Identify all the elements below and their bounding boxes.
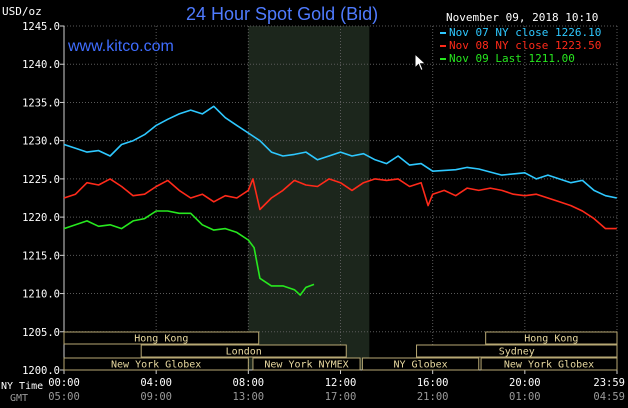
- legend-item-nov09: Nov 09 Last 1211.00: [440, 52, 575, 65]
- series-line-nov09: [63, 210, 315, 296]
- x-tick-label-gmt: 05:00: [48, 391, 80, 403]
- y-axis-tick-labels: 1245.0 1240.0 1235.0 1230.0 1225.0 1220.0 1215…: [22, 21, 60, 377]
- y-tick-label: 1215.0: [22, 250, 60, 262]
- y-tick-label: 1235.0: [22, 97, 60, 109]
- session-bar: [361, 357, 480, 371]
- market-session-bars: Hong Kong Hong Kong London Sydney New York G…: [63, 331, 618, 371]
- x-tick-label-ny: 00:00: [48, 377, 80, 389]
- y-tick-label: 1245.0: [22, 21, 60, 33]
- session-label: New York Globex: [504, 360, 594, 371]
- legend-swatch-nov08: [440, 45, 446, 47]
- x-tick-label-ny: 08:00: [233, 377, 265, 389]
- y-tick-label: 1240.0: [22, 59, 60, 71]
- session-bar: [140, 344, 347, 358]
- price-series-lines: [63, 105, 617, 296]
- session-label: New York Globex: [111, 360, 201, 371]
- legend-label-nov08: Nov 08 NY close 1223.50: [449, 39, 602, 52]
- session-label: NY Globex: [393, 360, 447, 371]
- x-tick-label-gmt: 21:00: [417, 391, 449, 403]
- session-label: Hong Kong: [134, 334, 188, 345]
- y-tick-label: 1205.0: [22, 327, 60, 339]
- x-tick-label-gmt: 09:00: [140, 391, 172, 403]
- chart-title: 24 Hour Spot Gold (Bid): [186, 4, 379, 24]
- nymex-session-shading: [248, 26, 370, 370]
- y-tick-label: 1220.0: [22, 212, 60, 224]
- session-bar: [63, 331, 260, 345]
- x-tick-label-gmt: 01:00: [509, 391, 541, 403]
- x-tick-label-ny: 23:59: [593, 377, 625, 389]
- session-label: London: [226, 347, 262, 358]
- x-tick-label-gmt: 13:00: [233, 391, 265, 403]
- kitco-watermark[interactable]: www.kitco.com: [68, 38, 174, 55]
- session-bar: [63, 357, 249, 371]
- ny-time-axis-label: NY Time: [1, 381, 43, 392]
- mouse-cursor-icon: [414, 53, 427, 72]
- series-line-nov08: [63, 178, 617, 230]
- session-label: Sydney: [499, 347, 535, 358]
- legend-label-nov07: Nov 07 NY close 1226.10: [449, 26, 602, 39]
- x-tick-label-ny: 04:00: [140, 377, 172, 389]
- session-bar: [416, 344, 618, 358]
- session-bar: [252, 357, 361, 371]
- session-label: Hong Kong: [524, 334, 578, 345]
- legend-item-nov07: Nov 07 NY close 1226.10: [440, 26, 601, 39]
- y-tick-label: 1210.0: [22, 289, 60, 301]
- x-tick-label-ny: 16:00: [417, 377, 449, 389]
- legend-swatch-nov09: [440, 58, 446, 60]
- x-axis-tick-labels: 00:00 05:00 04:00 09:00 08:00 13:00 12:00 17:00…: [48, 377, 625, 403]
- series-line-nov07: [63, 105, 617, 199]
- x-tick-label-gmt: 17:00: [325, 391, 357, 403]
- y-tick-label: 1230.0: [22, 136, 60, 148]
- x-tick-label-ny: 12:00: [325, 377, 357, 389]
- session-bar: [480, 357, 618, 371]
- y-tick-label: 1200.0: [22, 365, 60, 377]
- session-label: New York NYMEX: [264, 360, 348, 371]
- y-tick-label: 1225.0: [22, 174, 60, 186]
- unit-label: USD/oz: [2, 5, 42, 18]
- legend-item-nov08: Nov 08 NY close 1223.50: [440, 39, 601, 52]
- session-bar: [485, 331, 618, 345]
- x-tick-label-ny: 20:00: [509, 377, 541, 389]
- legend-swatch-nov07: [440, 32, 446, 34]
- x-tick-label-gmt: 04:59: [593, 391, 625, 403]
- chart-datetime: November 09, 2018 10:10: [446, 11, 599, 24]
- legend-label-nov09: Nov 09 Last 1211.00: [449, 52, 575, 65]
- gmt-axis-label: GMT: [10, 393, 28, 404]
